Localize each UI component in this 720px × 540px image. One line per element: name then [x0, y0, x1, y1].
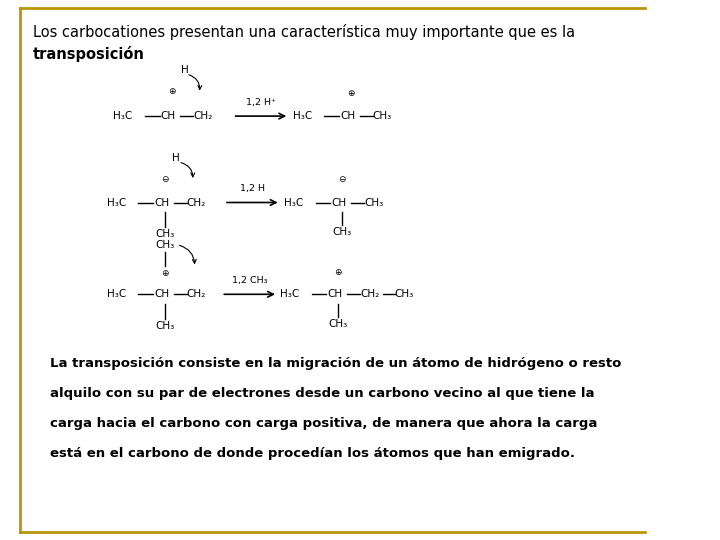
Text: CH₂: CH₂ — [360, 289, 379, 299]
Text: H: H — [181, 65, 189, 75]
Text: alquilo con su par de electrones desde un carbono vecino al que tiene la: alquilo con su par de electrones desde u… — [50, 387, 594, 400]
Text: ⊖: ⊖ — [161, 176, 168, 184]
Text: CH₂: CH₂ — [186, 198, 206, 207]
Text: H₃C: H₃C — [107, 289, 126, 299]
Text: CH: CH — [340, 111, 355, 121]
Text: ⊕: ⊕ — [161, 269, 168, 278]
Text: CH₃: CH₃ — [373, 111, 392, 121]
Text: carga hacia el carbono con carga positiva, de manera que ahora la carga: carga hacia el carbono con carga positiv… — [50, 417, 597, 430]
Text: CH₃: CH₃ — [329, 319, 348, 329]
Text: CH: CH — [154, 198, 169, 207]
Text: CH: CH — [331, 198, 346, 207]
Text: 1,2 H: 1,2 H — [240, 185, 265, 193]
Text: H₃C: H₃C — [113, 111, 132, 121]
Text: CH₃: CH₃ — [364, 198, 383, 207]
Text: ⊖: ⊖ — [338, 176, 346, 184]
Text: está en el carbono de donde procedían los átomos que han emigrado.: está en el carbono de donde procedían lo… — [50, 447, 575, 460]
Text: CH₂: CH₂ — [186, 289, 206, 299]
Text: Los carbocationes presentan una característica muy importante que es la: Los carbocationes presentan una caracter… — [33, 24, 575, 40]
Text: CH₃: CH₃ — [395, 289, 414, 299]
Text: ⊕: ⊕ — [347, 89, 355, 98]
Text: La transposición consiste en la migración de un átomo de hidrógeno o resto: La transposición consiste en la migració… — [50, 357, 621, 370]
Text: H₃C: H₃C — [280, 289, 300, 299]
Text: H₃C: H₃C — [107, 198, 126, 207]
Text: CH: CH — [328, 289, 343, 299]
Text: CH₃: CH₃ — [333, 227, 352, 237]
Text: ⊕: ⊕ — [168, 87, 175, 96]
Text: CH₃: CH₃ — [156, 240, 174, 249]
Text: CH₃: CH₃ — [156, 229, 174, 239]
Text: H₃C: H₃C — [293, 111, 312, 121]
Text: CH₃: CH₃ — [156, 321, 174, 330]
Text: H₃C: H₃C — [284, 198, 303, 207]
Text: H: H — [172, 153, 180, 163]
Text: CH: CH — [161, 111, 176, 121]
Text: CH: CH — [154, 289, 169, 299]
Text: 1,2 CH₃: 1,2 CH₃ — [232, 276, 267, 285]
Text: 1,2 H⁺: 1,2 H⁺ — [246, 98, 276, 107]
Text: transposición: transposición — [33, 46, 145, 62]
Text: CH₂: CH₂ — [193, 111, 212, 121]
Text: ⊕: ⊕ — [335, 268, 342, 277]
